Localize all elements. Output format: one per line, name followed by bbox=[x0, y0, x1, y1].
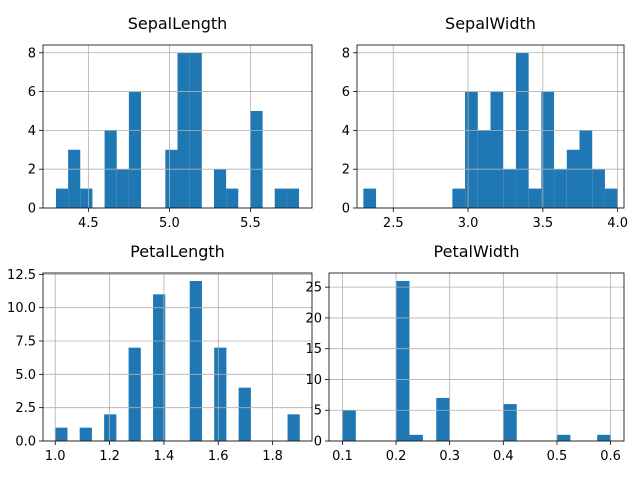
y-tick-label: 20 bbox=[305, 311, 322, 326]
x-tick-label: 1.8 bbox=[262, 449, 283, 464]
histogram-bar bbox=[363, 188, 377, 208]
x-tick-label: 0.1 bbox=[332, 449, 353, 464]
histogram-bar bbox=[287, 414, 300, 441]
histogram-bar bbox=[409, 434, 423, 441]
panel-title: PetalWidth bbox=[434, 242, 520, 261]
x-tick-label: 1.2 bbox=[99, 449, 120, 464]
y-tick-label: 25 bbox=[305, 281, 322, 296]
panel-petal-width: PetalWidth 0.1 0.2 0.3 0.4 0.5 0.6 0 5 10 15 20 25 bbox=[305, 242, 625, 464]
panel-title: PetalLength bbox=[130, 242, 225, 261]
y-tick-label: 5 bbox=[314, 404, 322, 419]
x-tick-label: 3.0 bbox=[458, 216, 479, 231]
y-tick-label: 0.0 bbox=[15, 435, 36, 450]
histogram-bar bbox=[128, 347, 141, 441]
histogram-bar bbox=[503, 404, 517, 441]
histogram-bar bbox=[541, 91, 555, 208]
y-tick-label: 0 bbox=[314, 435, 322, 450]
y-tick-label: 4 bbox=[28, 124, 36, 139]
y-tick-label: 0 bbox=[342, 202, 350, 217]
histogram-bar bbox=[213, 169, 227, 208]
panel-title: SepalWidth bbox=[445, 14, 536, 33]
y-tick-label: 10.0 bbox=[7, 301, 36, 316]
histogram-bar bbox=[592, 169, 605, 208]
y-tick-label: 2 bbox=[28, 163, 36, 178]
histogram-bar bbox=[226, 188, 239, 208]
panel-sepal-width: SepalWidth 2.5 3.0 3.5 4.0 0 2 4 6 8 bbox=[342, 14, 628, 231]
histogram-bar bbox=[79, 427, 92, 441]
y-tick-label: 8 bbox=[342, 46, 350, 61]
histogram-bar bbox=[189, 281, 202, 441]
histogram-bar bbox=[165, 149, 178, 208]
histogram-bar bbox=[68, 149, 81, 208]
histogram-bar bbox=[436, 397, 450, 441]
y-tick-label: 7.5 bbox=[15, 335, 36, 350]
x-tick-label: 1.0 bbox=[45, 449, 66, 464]
histogram-bar bbox=[274, 188, 287, 208]
histogram-bar bbox=[554, 169, 567, 208]
x-tick-label: 1.6 bbox=[208, 449, 229, 464]
histogram-bar bbox=[490, 91, 504, 208]
histogram-bar bbox=[566, 149, 580, 208]
x-tick-label: 0.4 bbox=[493, 449, 514, 464]
y-tick-label: 2.5 bbox=[15, 401, 36, 416]
panel-title: SepalLength bbox=[128, 14, 228, 33]
axes-frame bbox=[42, 44, 313, 209]
y-tick-label: 8 bbox=[28, 46, 36, 61]
y-tick-label: 0 bbox=[28, 202, 36, 217]
histogram-bar bbox=[116, 169, 129, 208]
panel-petal-length: PetalLength 1.0 1.2 1.4 1.6 1.8 0.0 2.5 5.0 7.5 1… bbox=[7, 242, 313, 464]
histogram-bar bbox=[80, 188, 93, 208]
histogram-bar bbox=[55, 188, 69, 208]
y-tick-label: 6 bbox=[28, 85, 36, 100]
histogram-bar bbox=[250, 110, 263, 208]
panel-sepal-length: SepalLength 4.5 5.0 5.5 0 2 4 6 8 bbox=[28, 14, 313, 231]
x-tick-label: 5.5 bbox=[240, 216, 261, 231]
y-tick-label: 2 bbox=[342, 163, 350, 178]
histogram-bar bbox=[153, 294, 166, 441]
y-tick-label: 5.0 bbox=[15, 368, 36, 383]
x-tick-label: 0.2 bbox=[386, 449, 407, 464]
histogram-bar bbox=[604, 188, 618, 208]
x-tick-label: 5.0 bbox=[159, 216, 180, 231]
y-tick-label: 15 bbox=[305, 342, 322, 357]
x-tick-label: 4.5 bbox=[78, 216, 99, 231]
histogram-bar bbox=[55, 427, 68, 441]
histogram-bar bbox=[452, 188, 466, 208]
axes-frame bbox=[42, 272, 313, 442]
axes-frame bbox=[328, 272, 625, 442]
axes-frame bbox=[356, 44, 625, 209]
x-tick-label: 0.5 bbox=[547, 449, 568, 464]
histogram-bar bbox=[214, 347, 227, 441]
histogram-bar bbox=[503, 169, 516, 208]
histogram-bar bbox=[238, 387, 251, 441]
y-tick-label: 10 bbox=[305, 373, 322, 388]
histogram-bar bbox=[556, 434, 571, 441]
y-tick-label: 12.5 bbox=[7, 268, 36, 283]
x-tick-label: 2.5 bbox=[383, 216, 404, 231]
histogram-bar bbox=[342, 410, 356, 441]
y-tick-label: 4 bbox=[342, 124, 350, 139]
histogram-bar bbox=[104, 414, 117, 441]
x-tick-label: 3.5 bbox=[533, 216, 554, 231]
y-tick-label: 6 bbox=[342, 85, 350, 100]
histogram-bar bbox=[465, 91, 478, 208]
histogram-bar bbox=[396, 281, 410, 441]
x-tick-label: 0.3 bbox=[439, 449, 460, 464]
histogram-bar bbox=[128, 91, 142, 208]
x-tick-label: 0.6 bbox=[600, 449, 621, 464]
histogram-bar bbox=[528, 188, 542, 208]
x-tick-label: 1.4 bbox=[154, 449, 175, 464]
histogram-bar bbox=[597, 434, 611, 441]
x-tick-label: 4.0 bbox=[607, 216, 628, 231]
histogram-bar bbox=[286, 188, 300, 208]
